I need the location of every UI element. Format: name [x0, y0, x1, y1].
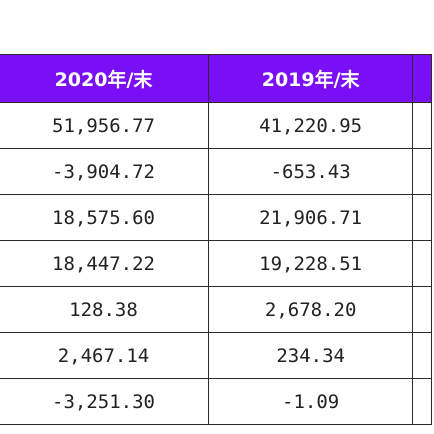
- cell-2020: -3,251.30: [0, 378, 209, 425]
- cell-2020: 18,447.22: [0, 240, 209, 287]
- header-2020: 2020年/末: [0, 54, 209, 103]
- cell-2019: 41,220.95: [207, 102, 414, 149]
- table-row: -3,251.30 -1.09: [0, 378, 432, 425]
- header-next-column: [412, 54, 432, 103]
- cell-next: [412, 240, 432, 287]
- header-2019: 2019年/末: [207, 54, 414, 103]
- cell-2019: -1.09: [207, 378, 414, 425]
- cell-next: [412, 286, 432, 333]
- cell-2020: -3,904.72: [0, 148, 209, 195]
- cell-next: [412, 332, 432, 379]
- table-row: 51,956.77 41,220.95: [0, 102, 432, 149]
- cell-2020: 51,956.77: [0, 102, 209, 149]
- cell-2019: -653.43: [207, 148, 414, 195]
- cell-2020: 2,467.14: [0, 332, 209, 379]
- cell-2020: 128.38: [0, 286, 209, 333]
- financial-table: 2020年/末 2019年/末 51,956.77 41,220.95 -3,9…: [0, 54, 432, 425]
- cell-2019: 19,228.51: [207, 240, 414, 287]
- table-row: 18,447.22 19,228.51: [0, 240, 432, 287]
- cell-next: [412, 148, 432, 195]
- table-row: -3,904.72 -653.43: [0, 148, 432, 195]
- table-row: 2,467.14 234.34: [0, 332, 432, 379]
- table-row: 128.38 2,678.20: [0, 286, 432, 333]
- cell-2019: 21,906.71: [207, 194, 414, 241]
- cell-2020: 18,575.60: [0, 194, 209, 241]
- table-row: 18,575.60 21,906.71: [0, 194, 432, 241]
- cell-next: [412, 194, 432, 241]
- cell-2019: 234.34: [207, 332, 414, 379]
- cell-next: [412, 102, 432, 149]
- cell-2019: 2,678.20: [207, 286, 414, 333]
- cell-next: [412, 378, 432, 425]
- table-header-row: 2020年/末 2019年/末: [0, 54, 432, 103]
